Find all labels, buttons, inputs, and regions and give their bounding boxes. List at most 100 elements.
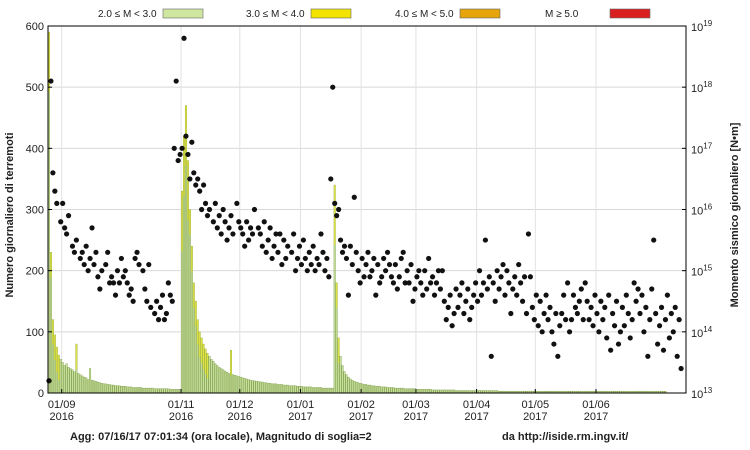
moment-point xyxy=(666,335,672,341)
bar xyxy=(353,381,356,394)
moment-point xyxy=(455,304,461,310)
bar xyxy=(96,381,99,394)
bar xyxy=(210,359,213,394)
bar xyxy=(67,367,70,394)
moment-point xyxy=(451,310,457,317)
moment-point xyxy=(367,274,373,280)
moment-point xyxy=(89,225,95,231)
bar xyxy=(77,373,80,394)
moment-point xyxy=(547,304,553,310)
bar xyxy=(208,356,211,394)
footer-source-link[interactable]: da http://iside.rm.ingv.it/ xyxy=(502,431,628,443)
bar xyxy=(378,386,381,394)
bar xyxy=(365,384,368,394)
bar xyxy=(286,384,289,394)
moment-point xyxy=(320,249,326,255)
moment-point xyxy=(330,84,336,90)
bar xyxy=(355,381,358,394)
bar xyxy=(218,367,221,394)
moment-point xyxy=(359,255,365,262)
moment-point xyxy=(465,286,471,292)
moment-point xyxy=(122,268,128,274)
moment-point xyxy=(553,310,559,317)
moment-point xyxy=(259,243,265,249)
moment-point xyxy=(179,145,185,151)
bar-segment-m3 xyxy=(206,353,209,379)
moment-point xyxy=(602,304,608,310)
bar xyxy=(136,387,139,394)
moment-point xyxy=(488,353,494,359)
moment-point xyxy=(519,298,526,304)
moment-point xyxy=(361,274,367,280)
moment-point xyxy=(163,310,170,317)
moment-point xyxy=(357,280,363,286)
moment-point xyxy=(169,298,175,304)
moment-point xyxy=(382,268,389,274)
bar-segment-m3 xyxy=(54,334,56,360)
bar xyxy=(314,387,317,394)
moment-point xyxy=(275,249,281,255)
moment-point xyxy=(222,219,228,225)
bar xyxy=(404,388,407,394)
moment-point xyxy=(420,292,426,298)
moment-point xyxy=(71,249,78,255)
y-tick-right-label: 1016 xyxy=(691,203,713,218)
bar xyxy=(153,388,156,394)
moment-point xyxy=(429,274,436,280)
moment-point xyxy=(625,310,631,317)
moment-point xyxy=(518,280,524,286)
bar xyxy=(396,387,399,394)
moment-point xyxy=(461,310,467,317)
moment-point xyxy=(629,317,635,323)
x-tick-label-year: 2017 xyxy=(584,411,608,423)
x-tick-label-date: 01/12 xyxy=(226,399,254,411)
bar xyxy=(231,374,234,394)
bar xyxy=(343,371,346,394)
moment-point xyxy=(65,213,72,219)
moment-point xyxy=(226,225,232,231)
bar xyxy=(316,387,319,394)
legend-swatch xyxy=(162,8,204,19)
bar xyxy=(417,389,420,394)
bar xyxy=(394,387,397,394)
moment-point xyxy=(347,243,353,249)
moment-point xyxy=(643,304,649,310)
moment-point xyxy=(289,249,295,255)
moment-point xyxy=(77,255,83,262)
bar-segment-m3 xyxy=(52,319,54,345)
moment-point xyxy=(390,280,397,286)
moment-point xyxy=(649,286,655,292)
moment-point xyxy=(136,261,142,268)
moment-point xyxy=(445,304,451,310)
moment-point xyxy=(404,268,410,274)
moment-point xyxy=(341,243,348,249)
moment-point xyxy=(469,304,475,310)
moment-point xyxy=(441,298,447,304)
bar xyxy=(251,380,254,394)
bar xyxy=(177,389,180,394)
moment-point xyxy=(369,268,375,274)
bar xyxy=(130,386,133,394)
moment-point xyxy=(416,268,422,274)
moment-point xyxy=(273,231,279,237)
bar xyxy=(267,383,270,394)
moment-point xyxy=(50,170,56,176)
moment-point xyxy=(402,280,408,286)
moment-point xyxy=(230,231,236,237)
moment-point xyxy=(572,304,579,310)
bar xyxy=(320,387,322,394)
moment-point xyxy=(662,317,669,323)
moment-point xyxy=(302,255,308,262)
moment-point xyxy=(216,213,222,219)
moment-point xyxy=(261,219,267,225)
bar-segment-m3 xyxy=(202,344,205,370)
moment-point xyxy=(478,292,485,298)
y-axis-right-ticks: 1013 1014 1015 1016 1017 1018 1019 xyxy=(682,19,713,401)
moment-point xyxy=(449,323,455,329)
bar xyxy=(228,373,231,394)
bar xyxy=(165,388,168,394)
bar xyxy=(370,385,373,394)
bar xyxy=(410,388,413,394)
moment-point xyxy=(271,243,277,249)
bar xyxy=(419,389,422,394)
